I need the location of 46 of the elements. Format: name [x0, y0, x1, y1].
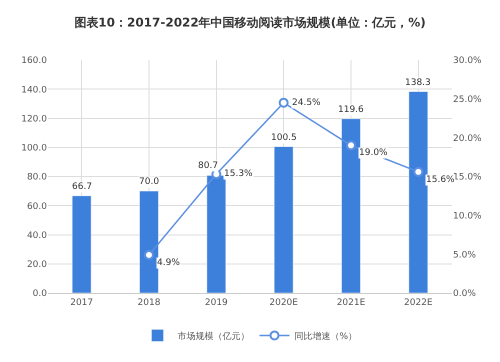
y2-tick-label: 20.0%: [453, 134, 482, 144]
data-label: 19.0%: [359, 148, 388, 158]
bar: [341, 118, 361, 293]
data-label: 119.6: [338, 105, 364, 115]
y-tick-label: 0.0: [32, 289, 48, 300]
data-label: 24.5%: [292, 98, 322, 108]
y2-tick-label: 25.0%: [453, 94, 482, 105]
point: [346, 140, 356, 150]
y-tick-label: 160.0: [21, 56, 48, 66]
x-tick-label: 2021E: [336, 298, 366, 308]
legend-label: 市场规模（亿元）: [178, 330, 250, 342]
y-tick-label: 40.0: [26, 230, 48, 241]
data-label: 15.6%: [426, 175, 456, 185]
bar: [139, 190, 159, 293]
x-tick-label: 2018: [138, 298, 161, 308]
data-label: 4.9%: [157, 258, 180, 268]
y2-tick-label: 30.0%: [453, 56, 482, 66]
data-label: 80.7: [198, 161, 218, 171]
y2-tick-label: 0.0%: [453, 289, 476, 300]
y2-tick-label: 15.0%: [453, 172, 482, 183]
y-tick-label: 140.0: [21, 85, 48, 96]
bar: [408, 91, 428, 293]
legend-label: 同比增速（%）: [294, 330, 358, 342]
data-label: 138.3: [405, 78, 431, 88]
y-tick-label: 80.0: [26, 172, 48, 183]
point: [278, 98, 289, 108]
data-label: 15.3%: [224, 169, 254, 179]
x-tick-label: 2019: [204, 298, 228, 308]
y-tick-label: 120.0: [21, 114, 48, 124]
y2-tick-label: 5.0%: [453, 250, 476, 260]
data-label: 70.0: [139, 177, 160, 187]
y-tick-label: 60.0: [26, 202, 48, 212]
x-tick-label: 2017: [70, 298, 94, 308]
chart-title: 图表10：2017-2022年中国移动阅读市场规模(单位：亿元，%): [74, 16, 426, 30]
y-tick-label: 20.0: [26, 260, 48, 270]
bar: [274, 146, 294, 293]
data-label: 66.7: [72, 182, 92, 192]
point: [413, 166, 424, 177]
bar: [206, 175, 226, 293]
point: [144, 250, 154, 260]
data-label: 100.5: [271, 133, 297, 143]
bar: [72, 196, 92, 293]
x-tick-label: 2020E: [269, 298, 298, 308]
y-tick-label: 100.0: [21, 144, 48, 154]
y2-tick-label: 10.0%: [453, 211, 482, 222]
x-tick-label: 2022E: [404, 298, 433, 308]
